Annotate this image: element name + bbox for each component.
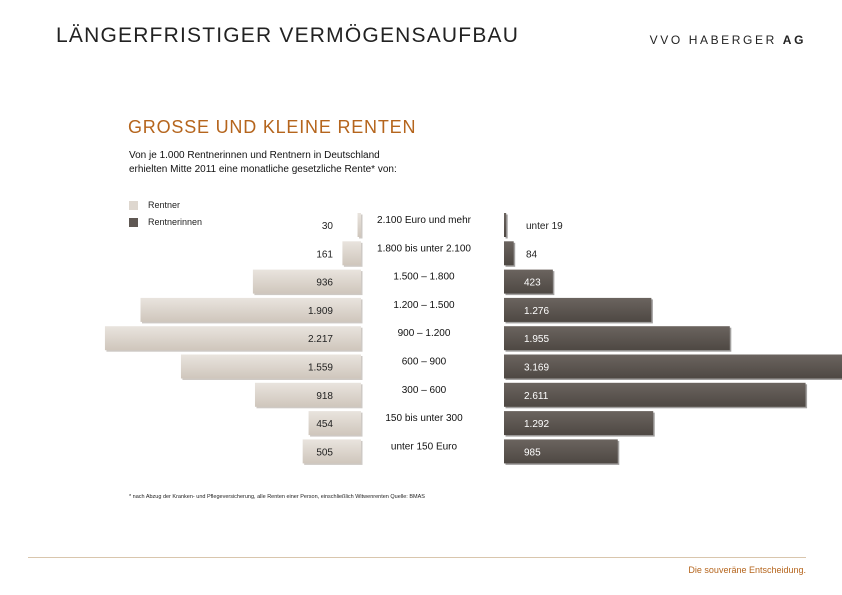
value-label-rentner: 161: [316, 249, 333, 260]
bar-rentnerinnen: [504, 213, 507, 237]
value-label-rentner: 454: [316, 419, 333, 430]
value-label-rentner: 918: [316, 391, 333, 402]
legend-swatch-rentnerinnen: [129, 217, 138, 227]
company-logo: VVO HABERGER AG: [650, 33, 806, 47]
category-label: 900 – 1.200: [398, 328, 451, 339]
logo-text: VVO HABERGER: [649, 33, 777, 47]
bar-rentner: [254, 382, 361, 407]
legend-item-rentnerinnen: Rentnerinnen: [129, 217, 202, 227]
value-label-rentnerinnen: unter 19: [526, 221, 563, 232]
bar-rentner: [180, 354, 361, 379]
value-label-rentner: 30: [322, 221, 334, 232]
category-label: unter 150 Euro: [391, 441, 458, 452]
value-label-rentnerinnen: 2.611: [524, 391, 549, 402]
value-label-rentner: 2.217: [308, 334, 333, 345]
category-label: 2.100 Euro und mehr: [377, 215, 472, 226]
category-label: 300 – 600: [402, 385, 447, 396]
rentner-bars: [104, 213, 363, 465]
value-label-rentner: 1.559: [308, 363, 333, 374]
bar-rentner: [302, 439, 361, 464]
value-label-rentner: 505: [316, 447, 333, 458]
bar-shadow: [505, 214, 508, 239]
bar-rentner: [252, 269, 361, 294]
value-label-rentnerinnen: 84: [526, 249, 538, 260]
bar-rentner: [342, 241, 361, 266]
rentnerinnen-bars: [504, 213, 842, 465]
bar-rentnerinnen: [504, 354, 842, 379]
legend-label-rentnerinnen: Rentnerinnen: [148, 217, 203, 227]
chart-title: GROSSE UND KLEINE RENTEN: [128, 117, 417, 137]
category-label: 600 – 900: [402, 357, 447, 368]
value-label-rentnerinnen: 1.955: [524, 334, 549, 345]
bar-rentner: [104, 326, 362, 351]
value-label-rentnerinnen: 423: [524, 278, 541, 289]
value-label-rentnerinnen: 3.169: [524, 363, 549, 374]
chart-intro-text: Von je 1.000 Rentnerinnen und Rentnern i…: [129, 150, 397, 175]
footer-slogan: Die souveräne Entscheidung.: [688, 565, 806, 575]
bar-rentnerinnen: [504, 411, 654, 436]
bar-rentner: [357, 213, 361, 237]
value-label-rentner: 936: [316, 278, 333, 289]
bar-rentnerinnen: [504, 241, 514, 266]
bar-rentner: [140, 297, 361, 322]
category-label: 1.800 bis unter 2.100: [377, 243, 471, 254]
legend-swatch-rentner: [129, 200, 138, 210]
bar-rentnerinnen: [504, 269, 553, 294]
bar-rentnerinnen: [504, 297, 652, 322]
legend-item-rentner: Rentner: [129, 200, 180, 210]
page-title: LÄNGERFRISTIGER VERMÖGENSAUFBAU: [56, 24, 520, 47]
category-label: 1.500 – 1.800: [393, 272, 455, 283]
bar-rentnerinnen: [504, 382, 806, 407]
bar-rentnerinnen: [504, 439, 618, 464]
footnote: * nach Abzug der Kranken- und Pflegevers…: [129, 494, 425, 500]
category-label: 150 bis unter 300: [385, 413, 463, 424]
logo-text-bold: AG: [782, 33, 806, 47]
value-label-rentner: 1.909: [308, 306, 333, 317]
legend-label-rentner: Rentner: [148, 200, 181, 210]
category-label: 1.200 – 1.500: [393, 300, 455, 311]
footer-divider: [28, 557, 806, 558]
value-label-rentnerinnen: 1.276: [524, 306, 549, 317]
bar-labels: 30 unter 19 2.100 Euro und mehr 161 84 1.800 …: [308, 215, 563, 458]
bar-rentnerinnen: [504, 326, 730, 351]
value-label-rentnerinnen: 1.292: [524, 419, 549, 430]
bar-rentner: [308, 411, 361, 436]
value-label-rentnerinnen: 985: [524, 447, 541, 458]
